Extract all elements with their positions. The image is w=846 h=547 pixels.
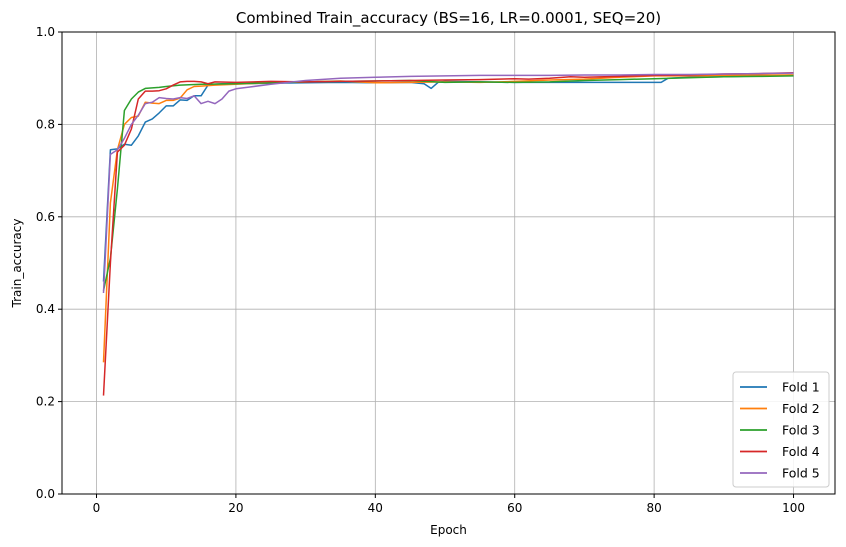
series-line-fold-5	[102, 72, 794, 294]
legend-label-fold-5: Fold 5	[782, 466, 820, 481]
y-tick-label: 0.6	[36, 210, 55, 224]
x-tick-label: 20	[228, 501, 243, 515]
x-axis-label: Epoch	[430, 523, 467, 537]
x-tick-label: 80	[646, 501, 661, 515]
y-tick-label: 0.0	[36, 487, 55, 501]
series-line-fold-4	[102, 71, 794, 396]
y-tick-label: 1.0	[36, 25, 55, 39]
axis-ticks: 0 20 40 60 80 100 0.0 0.2 0.4 0.6 0.8 1.0	[36, 25, 805, 515]
y-tick-label: 0.8	[36, 117, 55, 131]
legend-label-fold-3: Fold 3	[782, 423, 820, 438]
y-tick-label: 0.4	[36, 302, 55, 316]
legend-box	[732, 371, 830, 488]
x-tick-label: 60	[507, 501, 522, 515]
x-tick-label: 100	[782, 501, 805, 515]
y-tick-label: 0.2	[36, 395, 55, 409]
legend-label-fold-1: Fold 1	[782, 380, 820, 395]
legend: Fold 1 Fold 2 Fold 3 Fold 4 Fold 5	[732, 371, 830, 488]
plot-frame	[61, 31, 836, 495]
legend-label-fold-2: Fold 2	[782, 401, 820, 416]
y-axis-label: Train_accuracy	[10, 219, 24, 309]
chart-title: Combined Train_accuracy (BS=16, LR=0.000…	[236, 9, 661, 28]
series-lines	[102, 71, 794, 396]
x-tick-label: 0	[93, 501, 101, 515]
x-tick-label: 40	[368, 501, 383, 515]
legend-label-fold-4: Fold 4	[782, 444, 820, 459]
